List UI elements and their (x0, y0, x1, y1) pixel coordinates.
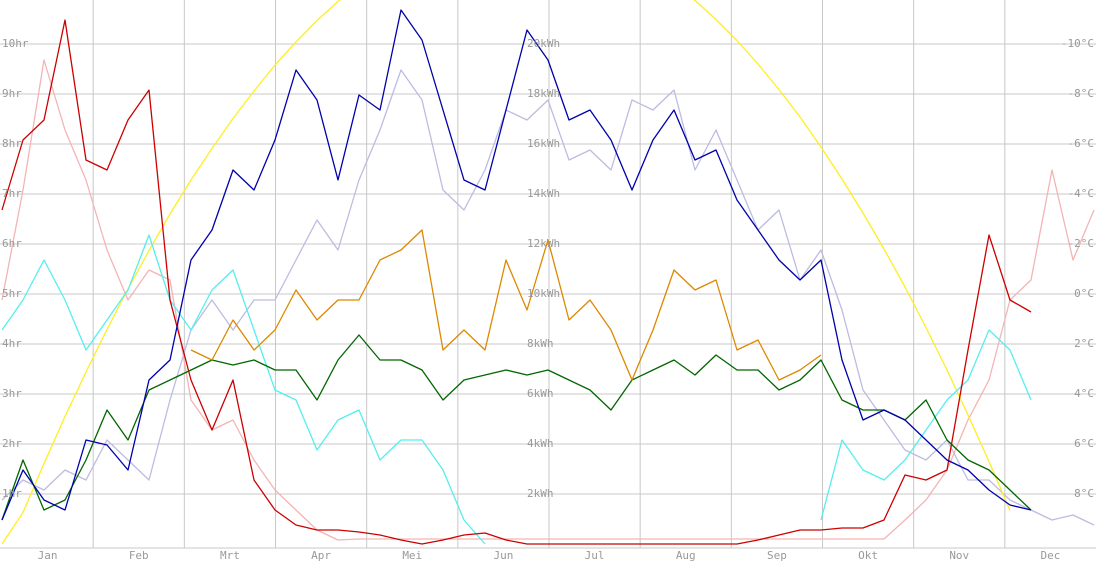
x-tick-label: Sep (767, 549, 787, 562)
series-line (1, 59, 1095, 541)
y3-tick-label: 6°C (1074, 437, 1094, 450)
y-tick-label: 3hr (2, 387, 22, 400)
y3-tick-label: -10°C (1061, 37, 1094, 50)
y3-tick-label: 4°C (1074, 387, 1094, 400)
y2-tick-label: 2kWh (527, 487, 554, 500)
y2-tick-label: 8kWh (527, 337, 554, 350)
y3-tick-label: 0°C (1074, 287, 1094, 300)
y3-tick-label: -2°C (1068, 237, 1095, 250)
y2-tick-label: 18kWh (527, 87, 560, 100)
series-line (190, 229, 822, 381)
y3-tick-label: -8°C (1068, 87, 1095, 100)
x-tick-label: Aug (676, 549, 696, 562)
y-tick-label: 1hr (2, 487, 22, 500)
series-line (1, 9, 1032, 521)
y-tick-label: 5hr (2, 287, 22, 300)
series-line (1, 234, 1032, 545)
x-tick-label: Jun (493, 549, 513, 562)
x-tick-label: Jul (585, 549, 605, 562)
x-tick-label: Dec (1040, 549, 1060, 562)
y2-tick-label: 10kWh (527, 287, 560, 300)
y2-tick-label: 20kWh (527, 37, 560, 50)
series-line (1, 0, 1011, 545)
y-tick-label: 7hr (2, 187, 22, 200)
y-tick-label: 8hr (2, 137, 22, 150)
x-tick-label: Jan (38, 549, 58, 562)
series-line (1, 19, 1032, 545)
x-tick-label: Mei (402, 549, 422, 562)
y3-tick-label: 2°C (1074, 337, 1094, 350)
y3-tick-label: -4°C (1068, 187, 1095, 200)
x-tick-label: Mrt (220, 549, 240, 562)
y2-tick-label: 14kWh (527, 187, 560, 200)
series-line (1, 334, 1032, 521)
y-tick-label: 10hr (2, 37, 29, 50)
y-tick-label: 9hr (2, 87, 22, 100)
y2-tick-label: 12kWh (527, 237, 560, 250)
labels: 1hr 2hr 3hr 4hr 5hr 6hr 7hr 8hr 9hr 10hr 2kWh 4kWh 6… (2, 37, 1094, 562)
y3-tick-label: -6°C (1068, 137, 1095, 150)
y2-tick-label: 6kWh (527, 387, 554, 400)
grid (0, 0, 1096, 549)
x-tick-label: Nov (949, 549, 969, 562)
y-tick-label: 6hr (2, 237, 22, 250)
y-tick-label: 4hr (2, 337, 22, 350)
x-tick-label: Okt (858, 549, 878, 562)
y2-tick-label: 4kWh (527, 437, 554, 450)
x-tick-label: Feb (129, 549, 149, 562)
lines (1, 0, 1095, 545)
x-tick-label: Apr (311, 549, 331, 562)
y3-tick-label: 8°C (1074, 487, 1094, 500)
y-tick-label: 2hr (2, 437, 22, 450)
y2-tick-label: 16kWh (527, 137, 560, 150)
